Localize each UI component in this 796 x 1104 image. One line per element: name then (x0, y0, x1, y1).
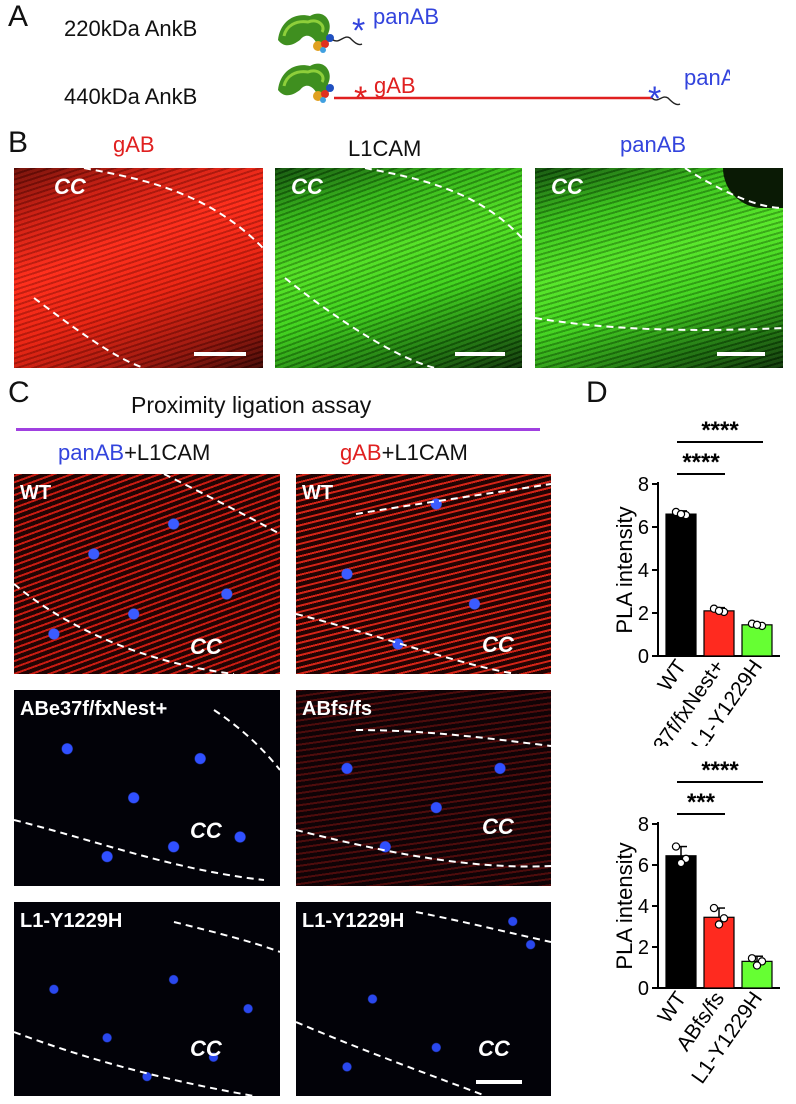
ankyrin-domain-diagram: * panAB * gAB * panAB (278, 4, 730, 118)
y-tick-label: 8 (638, 814, 649, 836)
panel-c-title: Proximity ligation assay (131, 392, 372, 418)
panel-c-col1-header: panAB+L1CAM (58, 440, 211, 465)
panab-star-row1: * (352, 12, 365, 50)
gab-label-row2: gAB (374, 73, 416, 98)
significance-label: *** (687, 789, 716, 816)
y-tick-label: 0 (638, 646, 649, 668)
bar-1 (703, 916, 735, 989)
row-label: L1-Y1229H (20, 910, 123, 932)
data-point (709, 903, 719, 913)
y-tick-label: 4 (638, 560, 649, 582)
panel-c-col2-header: gAB+L1CAM (340, 440, 468, 465)
row-label: ABfs/fs (302, 698, 373, 720)
y-tick-label: 4 (638, 896, 649, 918)
panab-star-row2: * (648, 80, 661, 118)
panel-a-row1-label: 220kDa AnkB (64, 16, 198, 41)
panab-label-row2: panAB (684, 65, 730, 90)
row-label: WT (302, 482, 334, 504)
micrograph-c-abe37-panab: ABe37f/fxNest+ CC (14, 690, 280, 886)
panel-b-title-gab: gAB (113, 132, 155, 157)
data-point (676, 858, 686, 868)
y-tick-label: 6 (638, 855, 649, 877)
bar-0 (665, 855, 697, 989)
panel-c-rule (16, 428, 540, 431)
micrograph-b-gab: CC (14, 168, 263, 368)
significance-label: **** (701, 757, 739, 784)
data-point (714, 920, 724, 929)
bar-1 (703, 610, 735, 657)
ankb-220-structure (278, 13, 363, 53)
ankb-440-structure (278, 63, 334, 103)
chart-d2: PLA intensity02468WTABfs/fsL1-Y1229H****… (612, 757, 780, 1088)
row-label: ABe37f/fxNest+ (20, 698, 168, 720)
y-tick-label: 0 (638, 978, 649, 1000)
micrograph-b-panab: CC (535, 168, 783, 368)
data-point (752, 620, 762, 630)
data-point (671, 842, 681, 851)
gab-star: * (354, 80, 367, 118)
y-tick-label: 8 (638, 474, 649, 496)
cc-label: CC (478, 1036, 510, 1061)
panel-letter-b: B (8, 126, 29, 159)
cc-label: CC (54, 174, 86, 199)
bar-0 (665, 513, 697, 657)
data-point (747, 954, 757, 963)
data-point (676, 509, 686, 519)
cc-label: CC (190, 818, 222, 843)
panel-a-row2-label: 440kDa AnkB (64, 84, 198, 109)
significance-label: **** (682, 449, 720, 476)
y-tick-label: 6 (638, 517, 649, 539)
panel-letter-c: C (8, 376, 30, 409)
y-axis-label: PLA intensity (612, 842, 637, 969)
significance-label: **** (701, 417, 739, 444)
panel-b-title-l1cam: L1CAM (348, 136, 422, 161)
micrograph-c-l1-panab: L1-Y1229H CC (14, 902, 280, 1096)
micrograph-b-l1cam: CC (275, 168, 522, 368)
micrograph-c-wt-panab: WT CC (14, 474, 280, 674)
scale-bar (194, 352, 246, 356)
data-point (752, 961, 762, 970)
data-point (719, 914, 729, 923)
panel-b-title-panab: panAB (620, 132, 687, 157)
micrograph-c-wt-gab: WT CC (296, 474, 551, 674)
y-axis-label: PLA intensity (612, 506, 637, 633)
micrograph-c-l1-gab: L1-Y1229H CC (296, 902, 551, 1096)
chart-d1: PLA intensity02468WTABe37f/fxNest+L1-Y12… (612, 417, 780, 746)
cc-label: CC (482, 814, 514, 839)
bar-2 (741, 624, 773, 657)
panel-letter-a: A (8, 0, 29, 33)
panab-label-row1: panAB (373, 4, 439, 29)
panel-letter-d: D (586, 376, 608, 409)
micrograph-c-abfs-gab: ABfs/fs CC (296, 690, 551, 886)
row-label: L1-Y1229H (302, 910, 405, 932)
cc-label: CC (551, 174, 583, 199)
cc-label: CC (291, 174, 323, 199)
scale-bar (455, 352, 505, 356)
cc-label: CC (190, 1036, 222, 1061)
scale-bar (476, 1080, 522, 1084)
y-tick-label: 2 (638, 937, 649, 959)
y-tick-label: 2 (638, 603, 649, 625)
scale-bar (717, 352, 765, 356)
cc-label: CC (482, 632, 514, 657)
row-label: WT (20, 482, 52, 504)
cc-label: CC (190, 634, 222, 659)
data-point (714, 606, 724, 616)
